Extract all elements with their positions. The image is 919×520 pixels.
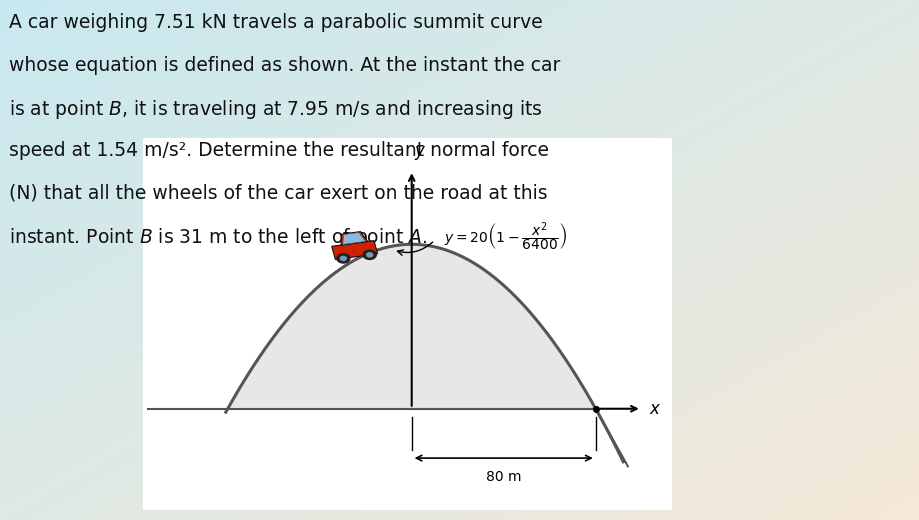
Circle shape	[336, 254, 349, 263]
Text: A car weighing 7.51 kN travels a parabolic summit curve: A car weighing 7.51 kN travels a parabol…	[9, 13, 542, 32]
Text: $y = 20 \left(1 - \dfrac{x^2}{6400}\right)$: $y = 20 \left(1 - \dfrac{x^2}{6400}\righ…	[444, 219, 567, 253]
Text: is at point $B$, it is traveling at 7.95 m/s and increasing its: is at point $B$, it is traveling at 7.95…	[9, 98, 542, 121]
Text: $x$: $x$	[648, 400, 661, 418]
Circle shape	[340, 256, 346, 261]
Circle shape	[363, 250, 376, 259]
Text: 80 m: 80 m	[485, 471, 521, 485]
Circle shape	[367, 253, 372, 257]
Text: speed at 1.54 m/s². Determine the resultant normal force: speed at 1.54 m/s². Determine the result…	[9, 141, 549, 160]
Text: (N) that all the wheels of the car exert on the road at this: (N) that all the wheels of the car exert…	[9, 184, 547, 203]
Text: $y$: $y$	[414, 144, 426, 162]
Text: instant. Point $B$ is 31 m to the left of point $A$.: instant. Point $B$ is 31 m to the left o…	[9, 226, 427, 249]
Polygon shape	[341, 231, 368, 245]
Polygon shape	[343, 232, 365, 244]
Text: whose equation is defined as shown. At the instant the car: whose equation is defined as shown. At t…	[9, 56, 560, 75]
Polygon shape	[332, 241, 377, 259]
Bar	[142, 138, 671, 510]
